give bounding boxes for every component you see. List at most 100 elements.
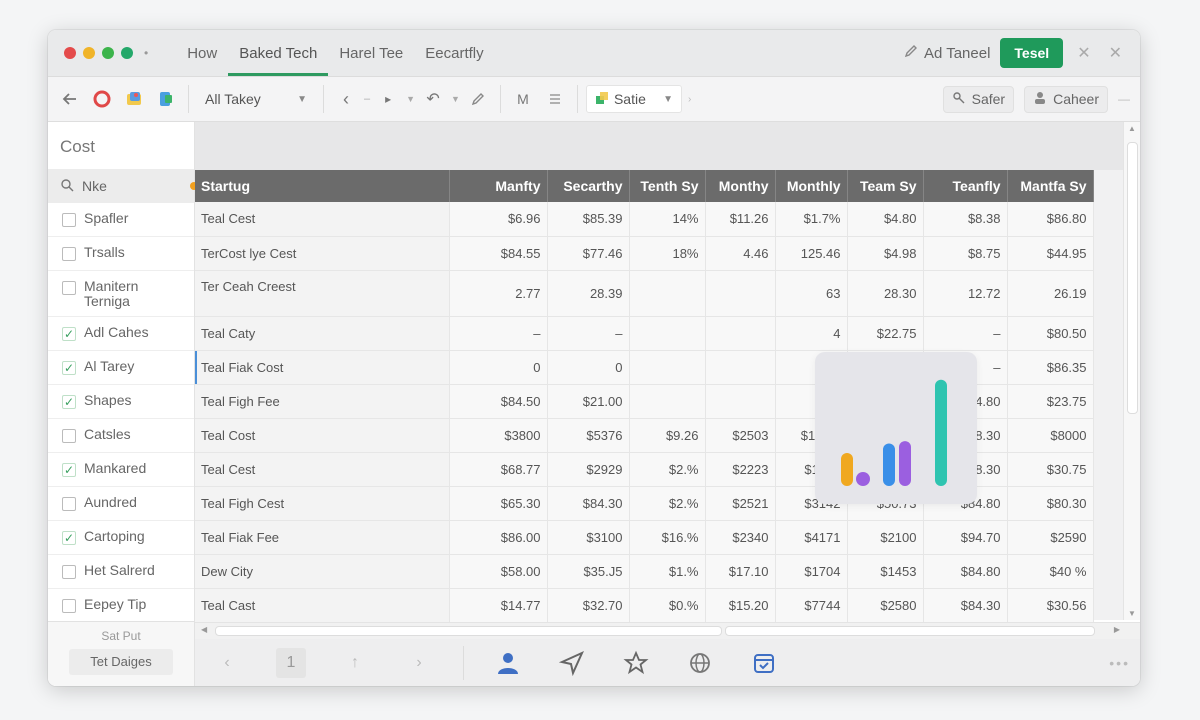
tab-eecartfly[interactable]: Eecartfly [425, 44, 484, 62]
table-row[interactable]: Teal Caty – –4 $22.75– $80.50 [195, 316, 1094, 351]
table-cell[interactable]: $2.% [629, 486, 706, 521]
table-cell[interactable]: $21.00 [547, 384, 630, 419]
table-cell[interactable]: $1.7% [775, 202, 848, 237]
send-icon[interactable] [556, 647, 588, 679]
globe-icon[interactable] [684, 647, 716, 679]
user-icon[interactable] [492, 647, 524, 679]
table-cell[interactable]: $44.95 [1007, 236, 1094, 271]
table-cell[interactable]: $14.77 [449, 588, 548, 623]
row-label-cell[interactable]: Teal Caty [195, 316, 450, 351]
table-cell[interactable]: $15.20 [705, 588, 776, 623]
calendar-icon[interactable] [748, 647, 780, 679]
table-cell[interactable]: $40 % [1007, 554, 1094, 589]
column-header[interactable]: Teanfly [923, 170, 1008, 202]
table-cell[interactable]: $1.% [629, 554, 706, 589]
table-cell[interactable]: $86.80 [1007, 202, 1094, 237]
table-cell[interactable]: $8.75 [923, 236, 1008, 271]
table-cell[interactable]: $4.80 [847, 202, 924, 237]
sidebar-footer-button[interactable]: Tet Daiges [69, 649, 173, 675]
style-select[interactable]: Satie ▼ [585, 85, 682, 113]
table-cell[interactable]: $86.35 [1007, 350, 1094, 385]
extra-window-button[interactable] [121, 47, 133, 59]
merge-icon[interactable]: M [517, 91, 529, 107]
table-cell[interactable]: $1704 [775, 554, 848, 589]
table-cell[interactable]: $35.J5 [547, 554, 630, 589]
sidebar-item[interactable]: ✓ Cartoping [48, 521, 194, 555]
table-cell[interactable]: $30.56 [1007, 588, 1094, 623]
table-cell[interactable]: $6.96 [449, 202, 548, 237]
column-header[interactable]: Startug [195, 170, 450, 202]
table-cell[interactable]: $8.38 [923, 202, 1008, 237]
horizontal-scrollbar[interactable]: ◀ ▶ [195, 622, 1140, 639]
sidebar-item[interactable]: ✓ Al Tarey [48, 351, 194, 385]
table-cell[interactable]: $8000 [1007, 418, 1094, 453]
next-page-icon[interactable]: › [416, 653, 422, 671]
table-cell[interactable]: $2929 [547, 452, 630, 487]
chevron-left-icon[interactable]: ‹ [343, 88, 349, 109]
star-icon[interactable] [620, 647, 652, 679]
pencil-icon[interactable] [464, 85, 492, 113]
column-header[interactable]: Mantfa Sy [1007, 170, 1094, 202]
caheer-button[interactable]: Caheer [1024, 85, 1108, 113]
table-cell[interactable]: 26.19 [1007, 270, 1094, 317]
table-cell[interactable]: $30.75 [1007, 452, 1094, 487]
table-cell[interactable]: $3800 [449, 418, 548, 453]
maximize-window-button[interactable] [102, 47, 114, 59]
scroll-up-icon[interactable]: ▲ [1128, 124, 1136, 133]
table-cell[interactable]: $84.30 [923, 588, 1008, 623]
row-label-cell[interactable]: TerCost lye Cest [195, 236, 450, 271]
primary-action-button[interactable]: Tesel [1000, 38, 1064, 68]
table-cell[interactable]: $32.70 [547, 588, 630, 623]
checkbox-icon[interactable] [62, 599, 76, 613]
table-cell[interactable]: $94.70 [923, 520, 1008, 555]
tab-how[interactable]: How [187, 44, 218, 62]
scroll-thumb[interactable] [215, 626, 722, 636]
table-cell[interactable]: $77.46 [547, 236, 630, 271]
page-up-icon[interactable]: ↑ [351, 653, 359, 671]
vertical-scrollbar[interactable]: ▲ ▼ [1123, 122, 1140, 620]
table-row[interactable]: Teal Cast $14.77 $32.70 $0.% $15.20 $7744 $258… [195, 588, 1094, 623]
table-cell[interactable]: $9.26 [629, 418, 706, 453]
table-cell[interactable]: $4.98 [847, 236, 924, 271]
table-cell[interactable]: $80.50 [1007, 316, 1094, 351]
checkbox-icon[interactable] [62, 213, 76, 227]
table-cell[interactable]: 125.46 [775, 236, 848, 271]
table-cell[interactable]: $84.50 [449, 384, 548, 419]
scroll-left-icon[interactable]: ◀ [201, 625, 208, 634]
sidebar-item[interactable]: Eepey Tip [48, 589, 194, 623]
table-cell[interactable]: $5376 [547, 418, 630, 453]
table-cell[interactable] [629, 384, 706, 419]
table-cell[interactable]: 0 [547, 350, 630, 385]
table-cell[interactable]: – [547, 316, 630, 351]
minimize-window-button[interactable] [83, 47, 95, 59]
row-label-cell[interactable]: Teal Cast [195, 588, 450, 623]
doc-icon[interactable] [152, 85, 180, 113]
row-label-cell[interactable]: Dew City [195, 554, 450, 589]
row-label-cell[interactable]: Teal Cost [195, 418, 450, 453]
column-header[interactable]: Secarthy [547, 170, 630, 202]
table-row[interactable]: TerCost lye Cest $84.55 $77.46 18% 4.46 125.4… [195, 236, 1094, 271]
table-cell[interactable]: $84.30 [547, 486, 630, 521]
table-cell[interactable]: $2223 [705, 452, 776, 487]
row-label-cell[interactable]: Ter Ceah Creest [195, 270, 450, 317]
table-cell[interactable]: $68.77 [449, 452, 548, 487]
table-row[interactable]: Teal Cest $6.96 $85.39 14% $11.26 $1.7% $4.80 $… [195, 202, 1094, 237]
page-number[interactable]: 1 [276, 647, 306, 678]
tab-harel-tee[interactable]: Harel Tee [339, 44, 404, 62]
table-cell[interactable]: $86.00 [449, 520, 548, 555]
table-cell[interactable]: 18% [629, 236, 706, 271]
table-cell[interactable]: $23.75 [1007, 384, 1094, 419]
table-cell[interactable]: 4.46 [705, 236, 776, 271]
table-cell[interactable]: $2.% [629, 452, 706, 487]
table-cell[interactable]: $65.30 [449, 486, 548, 521]
table-cell[interactable]: 2.77 [449, 270, 548, 317]
row-label-cell[interactable]: Teal Cest [195, 452, 450, 487]
row-label-cell[interactable]: Teal Figh Fee [195, 384, 450, 419]
column-header[interactable]: Monthy [705, 170, 776, 202]
table-cell[interactable] [629, 270, 706, 317]
sidebar-search[interactable]: Nke [48, 169, 198, 203]
table-cell[interactable]: $0.% [629, 588, 706, 623]
table-cell[interactable]: $2340 [705, 520, 776, 555]
table-row[interactable]: Ter Ceah Creest 2.77 28.39 63 28.30 12.72 26.1… [195, 270, 1094, 317]
column-header[interactable]: Tenth Sy [629, 170, 706, 202]
